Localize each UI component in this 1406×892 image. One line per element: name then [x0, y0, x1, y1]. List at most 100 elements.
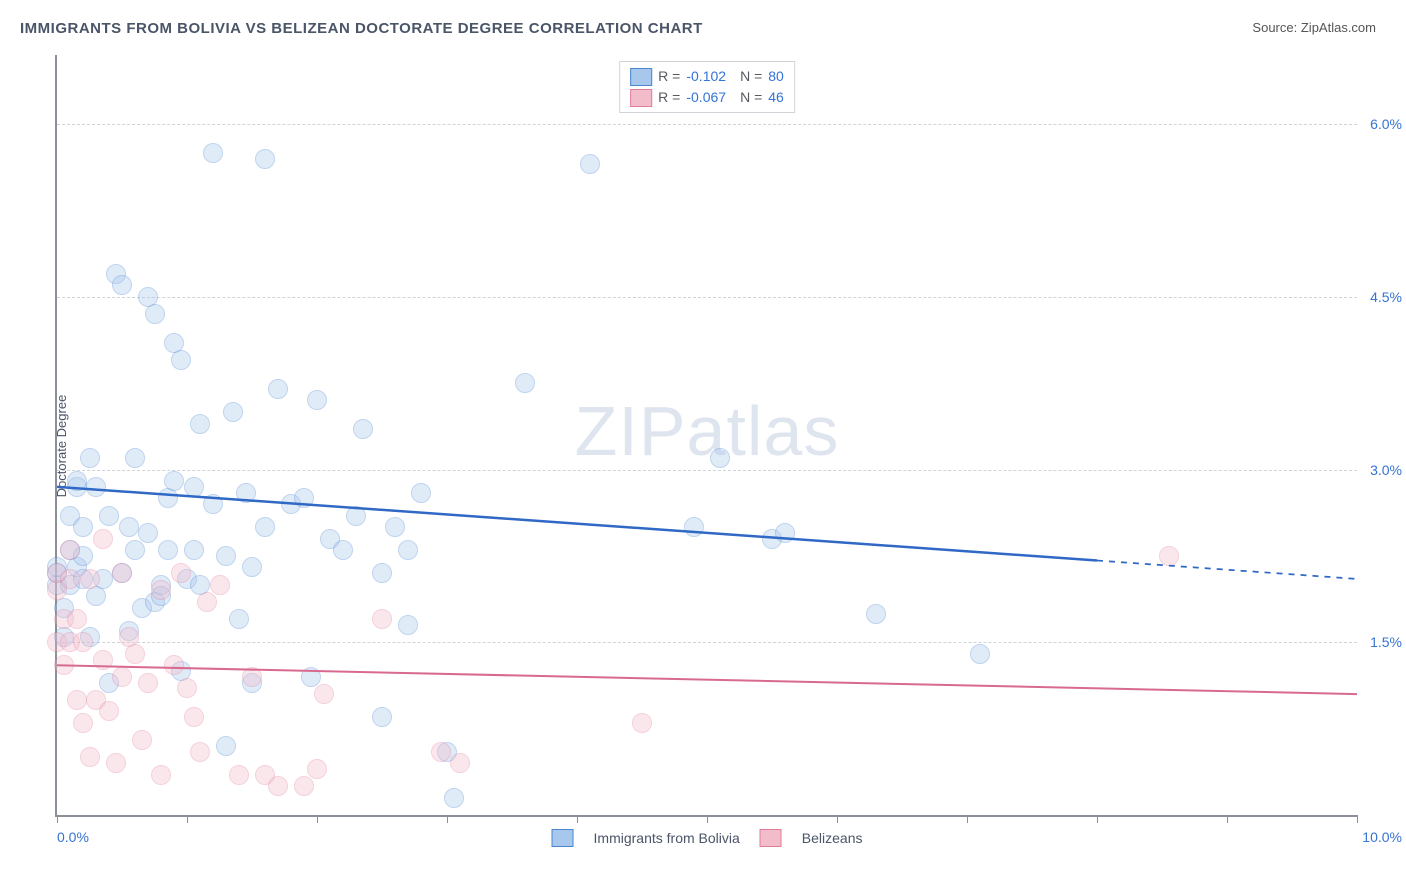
legend-label-bolivia: Immigrants from Bolivia [594, 830, 740, 846]
scatter-point-bolivia [119, 517, 139, 537]
scatter-plot-area: ZIPatlas R = -0.102 N = 80 R = -0.067 N … [55, 55, 1357, 817]
x-tick [837, 815, 838, 823]
scatter-point-belizeans [99, 701, 119, 721]
legend-n-value-belizeans: 46 [768, 87, 784, 108]
scatter-point-bolivia [145, 304, 165, 324]
x-tick [707, 815, 708, 823]
legend-r-label: R = [658, 87, 680, 108]
scatter-point-bolivia [86, 477, 106, 497]
grid-line [57, 124, 1357, 125]
scatter-point-bolivia [353, 419, 373, 439]
scatter-point-belizeans [80, 747, 100, 767]
x-tick [57, 815, 58, 823]
trend-line-dashed-bolivia [1097, 561, 1357, 579]
correlation-legend: R = -0.102 N = 80 R = -0.067 N = 46 [619, 61, 795, 113]
scatter-point-bolivia [190, 414, 210, 434]
legend-n-label: N = [740, 66, 762, 87]
x-tick [967, 815, 968, 823]
scatter-point-belizeans [190, 742, 210, 762]
scatter-point-belizeans [54, 655, 74, 675]
scatter-point-belizeans [151, 765, 171, 785]
scatter-point-belizeans [125, 644, 145, 664]
scatter-point-bolivia [80, 448, 100, 468]
legend-n-value-bolivia: 80 [768, 66, 784, 87]
scatter-point-belizeans [1159, 546, 1179, 566]
scatter-point-bolivia [372, 563, 392, 583]
x-tick [1097, 815, 1098, 823]
scatter-point-bolivia [268, 379, 288, 399]
scatter-point-bolivia [184, 540, 204, 560]
scatter-point-belizeans [67, 609, 87, 629]
scatter-point-belizeans [229, 765, 249, 785]
scatter-point-belizeans [60, 540, 80, 560]
scatter-point-belizeans [67, 690, 87, 710]
series-legend: Immigrants from Bolivia Belizeans [552, 829, 863, 847]
scatter-point-bolivia [346, 506, 366, 526]
source-label: Source: [1252, 20, 1297, 35]
scatter-point-belizeans [138, 673, 158, 693]
scatter-point-belizeans [132, 730, 152, 750]
scatter-point-belizeans [210, 575, 230, 595]
scatter-point-bolivia [970, 644, 990, 664]
scatter-point-bolivia [255, 517, 275, 537]
x-tick [317, 815, 318, 823]
scatter-point-bolivia [775, 523, 795, 543]
scatter-point-belizeans [177, 678, 197, 698]
scatter-point-bolivia [216, 736, 236, 756]
source-attribution: Source: ZipAtlas.com [1252, 20, 1376, 35]
scatter-point-belizeans [93, 529, 113, 549]
scatter-point-bolivia [125, 540, 145, 560]
scatter-point-belizeans [372, 609, 392, 629]
scatter-point-bolivia [294, 488, 314, 508]
y-tick-label: 4.5% [1370, 289, 1402, 305]
source-value: ZipAtlas.com [1301, 20, 1376, 35]
y-tick-label: 3.0% [1370, 462, 1402, 478]
scatter-point-belizeans [73, 632, 93, 652]
scatter-point-belizeans [450, 753, 470, 773]
scatter-point-belizeans [171, 563, 191, 583]
watermark-main: ZIP [575, 392, 687, 470]
scatter-point-bolivia [112, 275, 132, 295]
scatter-point-belizeans [73, 713, 93, 733]
x-tick [447, 815, 448, 823]
y-tick-label: 1.5% [1370, 634, 1402, 650]
scatter-point-belizeans [268, 776, 288, 796]
scatter-point-bolivia [203, 143, 223, 163]
scatter-point-bolivia [171, 350, 191, 370]
legend-label-belizeans: Belizeans [802, 830, 863, 846]
scatter-point-bolivia [515, 373, 535, 393]
scatter-point-bolivia [866, 604, 886, 624]
scatter-point-bolivia [255, 149, 275, 169]
scatter-point-bolivia [184, 477, 204, 497]
x-tick [577, 815, 578, 823]
x-tick [1357, 815, 1358, 823]
scatter-point-bolivia [67, 471, 87, 491]
scatter-point-bolivia [158, 488, 178, 508]
legend-r-value-bolivia: -0.102 [686, 66, 726, 87]
scatter-point-bolivia [385, 517, 405, 537]
scatter-point-bolivia [372, 707, 392, 727]
legend-swatch-belizeans-bottom [760, 829, 782, 847]
scatter-point-belizeans [93, 650, 113, 670]
scatter-point-bolivia [223, 402, 243, 422]
scatter-point-bolivia [307, 390, 327, 410]
x-axis-min-label: 0.0% [57, 829, 89, 845]
scatter-point-bolivia [301, 667, 321, 687]
y-tick-label: 6.0% [1370, 116, 1402, 132]
x-axis-max-label: 10.0% [1362, 829, 1402, 845]
scatter-point-belizeans [314, 684, 334, 704]
scatter-point-bolivia [138, 523, 158, 543]
scatter-point-belizeans [197, 592, 217, 612]
watermark: ZIPatlas [575, 391, 840, 471]
scatter-point-bolivia [158, 540, 178, 560]
scatter-point-bolivia [86, 586, 106, 606]
scatter-point-belizeans [294, 776, 314, 796]
scatter-point-belizeans [112, 667, 132, 687]
x-tick [187, 815, 188, 823]
scatter-point-belizeans [632, 713, 652, 733]
legend-swatch-belizeans [630, 89, 652, 107]
scatter-point-belizeans [80, 569, 100, 589]
legend-row-belizeans: R = -0.067 N = 46 [630, 87, 784, 108]
scatter-point-belizeans [164, 655, 184, 675]
scatter-point-belizeans [151, 580, 171, 600]
